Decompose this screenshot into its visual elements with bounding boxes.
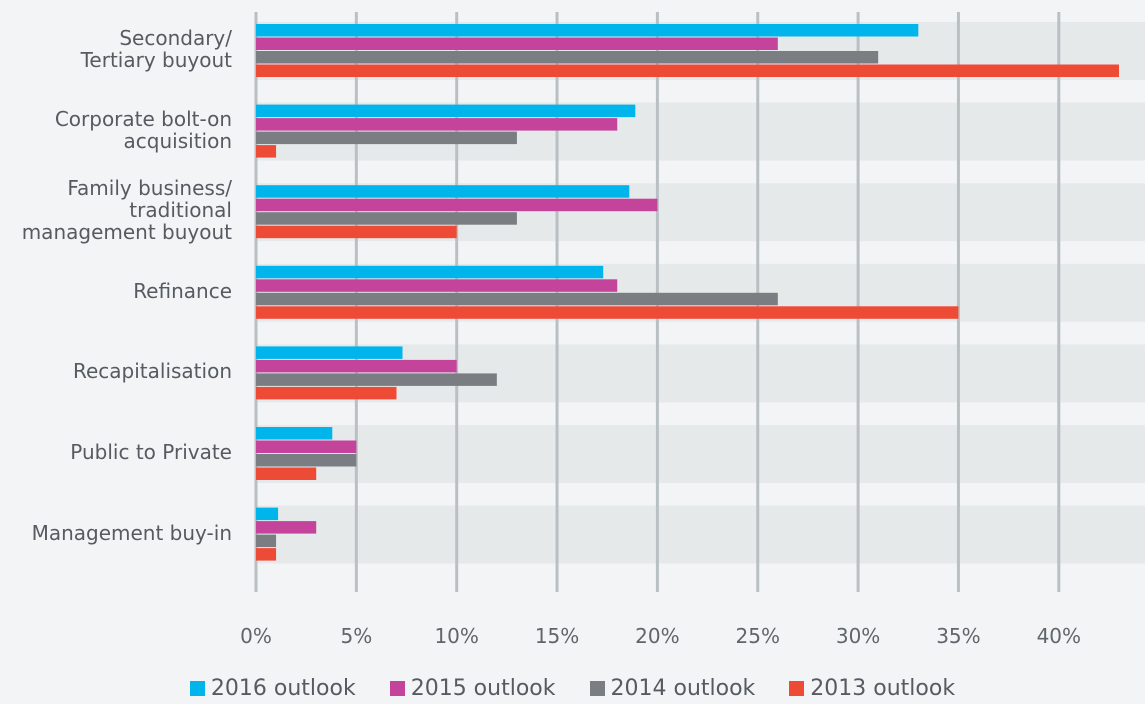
- bar: [256, 507, 279, 521]
- legend: 2016 outlook 2015 outlook 2014 outlook 2013…: [0, 676, 1145, 701]
- bar: [256, 64, 1120, 77]
- bar: [256, 359, 457, 373]
- x-tick-label: 10%: [434, 624, 479, 648]
- bar: [256, 279, 618, 292]
- bar: [256, 386, 397, 400]
- bar: [256, 467, 317, 480]
- y-tick-label: Recapitalisation: [72, 359, 232, 384]
- x-tick-label: 15%: [534, 624, 580, 648]
- x-tick-label: 0%: [240, 624, 272, 648]
- row-band: [256, 505, 1145, 564]
- legend-swatch: [589, 681, 605, 696]
- bar: [256, 37, 778, 50]
- legend-item: 2015 outlook: [389, 676, 556, 701]
- bar: [256, 440, 357, 453]
- bar: [256, 225, 457, 239]
- bar: [256, 521, 317, 534]
- legend-swatch: [389, 681, 405, 696]
- x-tick-label: 35%: [936, 624, 981, 648]
- y-tick-label: Public to Private: [70, 440, 232, 464]
- y-tick-label: Secondary/ Tertiary buyout: [80, 26, 232, 72]
- bar: [256, 51, 879, 64]
- bar: [256, 131, 517, 145]
- x-tick-label: 25%: [735, 624, 780, 648]
- bar: [256, 265, 604, 279]
- bar: [256, 454, 357, 467]
- legend-label: 2016 outlook: [210, 676, 356, 701]
- bar: [256, 373, 497, 386]
- x-tick-label: 30%: [835, 624, 881, 648]
- y-tick-label: Corporate bolt-on acquisition: [54, 106, 232, 153]
- legend-item: 2013 outlook: [789, 676, 955, 701]
- bar: [256, 427, 333, 440]
- y-tick-label: Refinance: [133, 278, 232, 303]
- legend-swatch: [789, 681, 805, 696]
- bar: [256, 104, 636, 118]
- legend-label: 2015 outlook: [410, 676, 556, 701]
- bar: [256, 118, 618, 131]
- bar: [256, 198, 658, 212]
- legend-item: 2014 outlook: [589, 676, 756, 701]
- bar: [256, 292, 778, 306]
- legend-label: 2014 outlook: [610, 676, 756, 701]
- legend-label: 2013 outlook: [810, 676, 956, 701]
- x-tick-label: 40%: [1036, 624, 1082, 648]
- bar: [256, 212, 517, 225]
- bar: [256, 145, 277, 158]
- x-tick-label: 5%: [340, 624, 373, 648]
- bar: [256, 24, 919, 37]
- y-tick-label: Family business/ traditional management …: [21, 176, 232, 245]
- row-band: [256, 425, 1145, 483]
- bar: [256, 346, 403, 359]
- y-tick-label: Management buy-in: [31, 520, 232, 545]
- x-tick-label: 20%: [635, 624, 680, 648]
- bar: [256, 306, 959, 319]
- bar: [256, 548, 277, 561]
- legend-swatch: [189, 681, 205, 696]
- bar: [256, 185, 630, 198]
- legend-item: 2016 outlook: [189, 676, 356, 701]
- bar: [256, 534, 277, 548]
